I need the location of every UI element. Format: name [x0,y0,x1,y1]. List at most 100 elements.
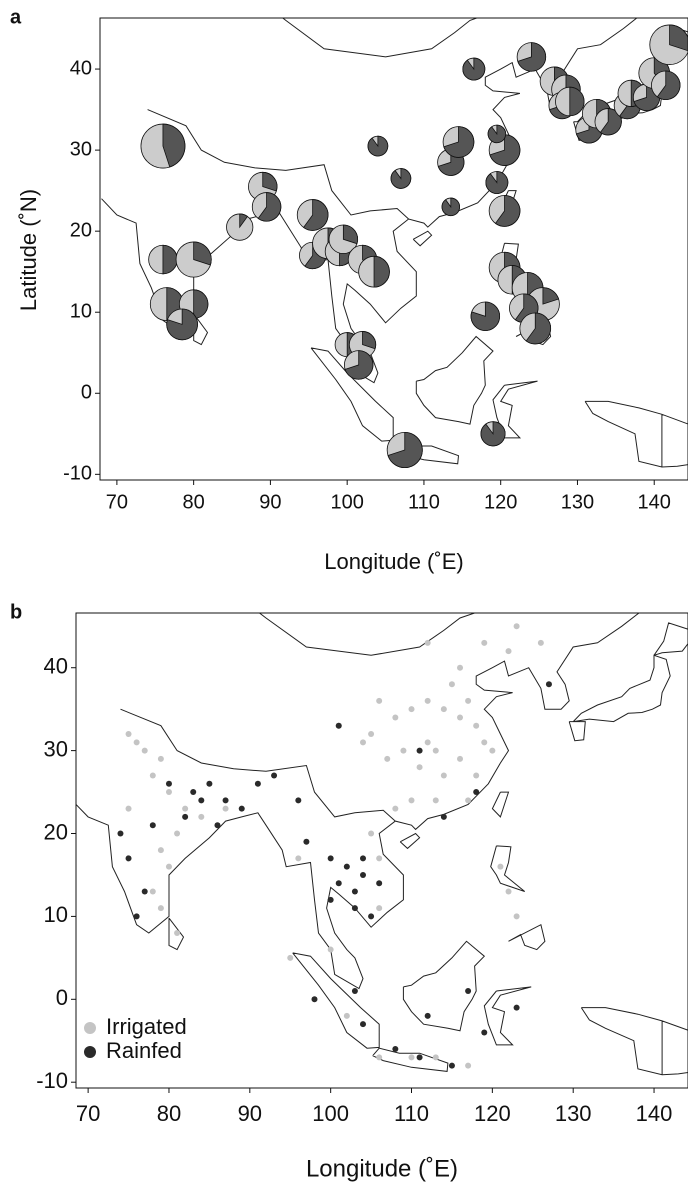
point [222,805,229,812]
y-tick-label: 0 [56,985,68,1010]
pie-slice [480,421,506,447]
point [545,681,552,688]
point [457,755,464,762]
point [376,880,383,887]
point [481,639,488,646]
point [271,772,278,779]
plot-frame [75,612,688,1089]
point [424,739,431,746]
point [351,905,358,912]
x-tick-label: 90 [259,491,281,513]
legend-marker [84,1022,96,1034]
point [432,1054,439,1061]
y-tick-label: 10 [70,301,92,323]
point [384,755,391,762]
point [465,797,472,804]
pie-slice [166,308,198,341]
point [295,855,302,862]
x-tick-label: 90 [238,1101,262,1126]
y-tick-label: 0 [81,382,92,404]
plot-area [76,613,688,1076]
pie-slice [487,124,507,144]
point [440,772,447,779]
y-tick-label: 40 [44,654,68,679]
point [360,871,367,878]
pie-slice [262,171,278,192]
point [457,714,464,721]
point [465,988,472,995]
point [343,863,350,870]
legend-label: Irrigated [106,1014,187,1039]
y-tick-label: 30 [44,736,68,761]
pie-slice [342,224,358,245]
point [198,813,205,820]
point [125,805,132,812]
point [222,797,229,804]
point [424,1012,431,1019]
point [448,1062,455,1069]
legend-label: Rainfed [106,1038,182,1063]
point [165,780,172,787]
point [473,772,480,779]
point [351,988,358,995]
point [392,805,399,812]
point [376,697,383,704]
point [149,772,156,779]
point [432,747,439,754]
point [505,648,512,655]
point [117,830,124,837]
point [465,1062,472,1069]
point [214,822,221,829]
point [198,797,205,804]
y-tick-label: 30 [70,138,92,160]
x-tick-label: 110 [394,1101,429,1126]
point [408,797,415,804]
y-tick-label: -10 [63,463,92,485]
pie-slice [362,331,377,350]
pie-slice [373,255,390,288]
point [465,697,472,704]
point [125,855,132,862]
x-tick-label: 130 [561,491,594,513]
y-tick-label: -10 [36,1068,68,1093]
point [368,830,375,837]
point [327,855,334,862]
point [440,813,447,820]
pie-slice [489,134,521,166]
point [149,822,156,829]
pie-slice [390,168,412,189]
point [513,913,520,920]
point [335,880,342,887]
x-tick-label: 80 [183,491,205,513]
y-tick-label: 20 [44,819,68,844]
point [303,838,310,845]
pie-slice [542,287,560,305]
point [424,697,431,704]
point [360,739,367,746]
point [440,706,447,713]
point [238,805,245,812]
plot-frame [99,17,688,481]
point [133,739,140,746]
x-tick-label: 140 [638,491,671,513]
point [432,797,439,804]
pie-slice [193,241,212,266]
x-tick-label: 70 [106,491,128,513]
x-axis-label: Longitude (˚E) [324,549,463,574]
point [174,830,181,837]
point [416,1054,423,1061]
point [351,888,358,895]
y-tick-label: 20 [70,219,92,241]
point [133,913,140,920]
point [335,722,342,729]
panel: 70 80 90 100 110 120 130 140 -10 0 10 20 30 40 a Longit… [10,6,688,574]
point [416,764,423,771]
pie-slice [462,57,486,81]
pie-slice [485,171,509,194]
point [481,739,488,746]
point [157,755,164,762]
point [141,888,148,895]
point [376,905,383,912]
y-axis-label: Latitude (˚N) [16,189,41,311]
